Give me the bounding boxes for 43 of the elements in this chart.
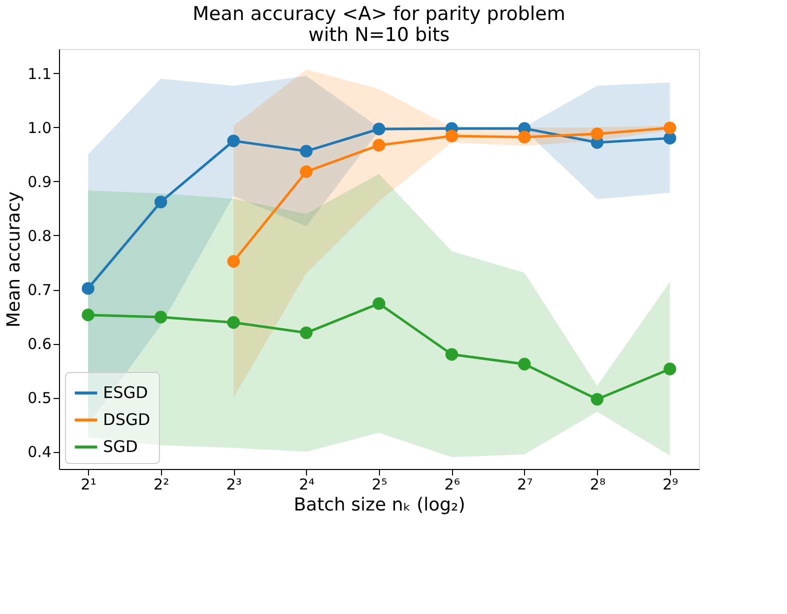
point bbox=[372, 297, 386, 310]
y-axis-title: Mean accuracy bbox=[4, 191, 25, 328]
legend-label: ESGD bbox=[103, 383, 148, 402]
x-tick-label: 2⁴ bbox=[298, 476, 315, 494]
point bbox=[300, 144, 313, 158]
point bbox=[227, 134, 240, 148]
y-tick-label: 0.8 bbox=[28, 226, 52, 245]
point bbox=[154, 310, 168, 324]
point bbox=[300, 165, 313, 178]
x-tick-label: 2⁷ bbox=[517, 476, 533, 494]
point bbox=[518, 130, 531, 144]
x-tick-label: 2¹ bbox=[80, 476, 96, 494]
point bbox=[518, 358, 531, 370]
point bbox=[664, 132, 676, 144]
point bbox=[590, 392, 604, 406]
y-tick-label: 1.0 bbox=[28, 118, 52, 137]
y-tick-label: 0.7 bbox=[28, 281, 52, 300]
x-tick-label: 2⁶ bbox=[444, 476, 460, 494]
point bbox=[372, 138, 386, 152]
point bbox=[227, 255, 240, 268]
point bbox=[590, 128, 604, 140]
legend-label: DSGD bbox=[103, 410, 150, 429]
point bbox=[82, 308, 94, 322]
point bbox=[82, 282, 94, 295]
y-tick-label: 0.9 bbox=[28, 172, 52, 191]
y-tick-label: 0.4 bbox=[28, 443, 52, 462]
point bbox=[154, 196, 168, 208]
y-tick-label: 0.6 bbox=[28, 335, 52, 354]
y-tick-label: 1.1 bbox=[28, 64, 52, 83]
point bbox=[664, 362, 676, 376]
point bbox=[445, 348, 458, 361]
x-tick-label: 2² bbox=[154, 476, 170, 494]
x-tick-label: 2⁹ bbox=[662, 476, 678, 494]
point bbox=[227, 316, 240, 329]
point bbox=[300, 326, 313, 340]
x-tick-label: 2⁵ bbox=[372, 476, 388, 494]
x-tick-label: 2⁸ bbox=[590, 476, 606, 494]
point bbox=[664, 122, 676, 134]
x-tick-label: 2³ bbox=[226, 476, 242, 494]
chart-title: Mean accuracy <A> for parity problem with N=10 bits bbox=[192, 3, 566, 46]
legend-label: SGD bbox=[103, 437, 138, 456]
y-tick-label: 0.5 bbox=[28, 389, 52, 408]
x-axis-title: Batch size nₖ (log₂) bbox=[294, 494, 466, 516]
